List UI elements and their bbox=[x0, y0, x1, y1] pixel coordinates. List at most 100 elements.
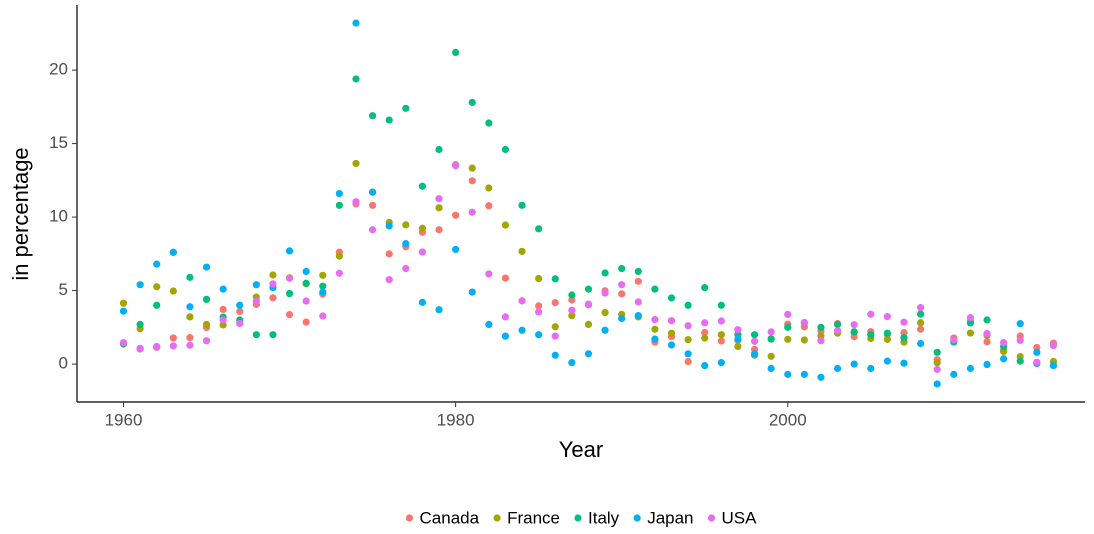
data-point bbox=[767, 335, 775, 343]
data-point bbox=[269, 331, 277, 339]
data-point bbox=[601, 269, 609, 277]
data-point bbox=[618, 281, 626, 289]
data-point bbox=[568, 306, 576, 314]
data-point bbox=[883, 329, 891, 337]
data-point bbox=[269, 294, 277, 302]
data-point bbox=[784, 335, 792, 343]
data-point bbox=[468, 164, 476, 172]
data-point bbox=[468, 288, 476, 296]
data-point bbox=[335, 252, 343, 260]
data-point bbox=[186, 334, 194, 342]
data-point bbox=[717, 301, 725, 309]
data-point bbox=[983, 330, 991, 338]
y-axis-title: in percentage bbox=[8, 147, 33, 280]
data-point bbox=[385, 250, 393, 258]
data-point bbox=[236, 307, 244, 316]
data-point bbox=[750, 331, 759, 339]
data-point bbox=[153, 283, 161, 291]
data-point bbox=[717, 331, 725, 339]
data-point bbox=[551, 275, 559, 283]
data-point bbox=[1000, 339, 1008, 347]
data-point bbox=[186, 313, 194, 321]
data-point bbox=[402, 104, 410, 112]
data-point bbox=[435, 306, 443, 314]
data-point bbox=[252, 281, 260, 289]
data-point bbox=[202, 263, 211, 271]
data-point bbox=[966, 314, 975, 322]
data-point bbox=[833, 320, 842, 328]
data-point bbox=[285, 274, 294, 282]
data-point bbox=[883, 313, 891, 321]
data-point bbox=[584, 320, 593, 328]
data-point bbox=[501, 274, 510, 282]
data-point bbox=[452, 211, 460, 219]
data-point bbox=[867, 331, 875, 339]
data-point bbox=[452, 48, 460, 57]
data-point bbox=[518, 201, 526, 209]
data-point bbox=[767, 364, 775, 373]
y-tick-label: 20 bbox=[49, 60, 68, 79]
data-point bbox=[136, 344, 144, 352]
data-point bbox=[169, 287, 177, 295]
data-point bbox=[684, 357, 692, 366]
data-point bbox=[252, 297, 260, 305]
data-point bbox=[169, 342, 177, 350]
data-point bbox=[435, 226, 443, 234]
data-point bbox=[219, 321, 227, 329]
data-point bbox=[269, 280, 277, 288]
data-point bbox=[352, 198, 360, 206]
data-point bbox=[402, 264, 410, 273]
data-point bbox=[833, 327, 842, 335]
data-point bbox=[784, 323, 792, 331]
data-point bbox=[302, 267, 310, 276]
data-point bbox=[551, 332, 559, 340]
data-point bbox=[402, 239, 410, 248]
data-point bbox=[551, 351, 559, 359]
data-point bbox=[186, 341, 194, 349]
data-point bbox=[850, 321, 858, 329]
data-point bbox=[933, 348, 941, 356]
data-point bbox=[319, 312, 327, 320]
data-point bbox=[651, 315, 659, 324]
data-point bbox=[385, 276, 393, 284]
data-point bbox=[900, 359, 908, 367]
data-point bbox=[983, 360, 991, 369]
data-point bbox=[269, 271, 277, 279]
legend-label: Italy bbox=[588, 508, 620, 527]
data-point bbox=[319, 288, 327, 296]
data-point bbox=[601, 309, 609, 317]
data-point bbox=[153, 260, 161, 268]
data-point bbox=[385, 222, 393, 230]
data-point bbox=[535, 302, 543, 310]
data-point bbox=[684, 350, 692, 358]
data-point bbox=[452, 162, 460, 170]
data-point bbox=[651, 325, 659, 333]
data-point bbox=[418, 182, 427, 190]
data-point bbox=[169, 334, 177, 342]
data-point bbox=[784, 310, 792, 318]
data-point bbox=[933, 359, 941, 367]
data-point bbox=[435, 145, 443, 154]
data-point bbox=[535, 331, 543, 339]
data-point bbox=[252, 331, 260, 339]
x-axis-title: Year bbox=[559, 437, 603, 462]
data-point bbox=[584, 300, 593, 308]
legend-label: USA bbox=[722, 508, 758, 527]
data-point bbox=[219, 305, 227, 314]
data-point bbox=[717, 317, 725, 325]
data-point bbox=[219, 285, 227, 293]
data-point bbox=[468, 98, 476, 107]
data-point bbox=[916, 304, 925, 312]
data-point bbox=[202, 295, 211, 304]
data-point bbox=[153, 342, 161, 351]
data-point bbox=[352, 75, 360, 83]
data-point bbox=[219, 316, 227, 324]
y-tick-label: 15 bbox=[49, 133, 68, 152]
data-point bbox=[501, 313, 510, 321]
data-point bbox=[236, 301, 244, 309]
data-point bbox=[551, 299, 559, 307]
data-point bbox=[518, 247, 526, 255]
data-point bbox=[518, 326, 526, 334]
data-point bbox=[800, 318, 808, 327]
